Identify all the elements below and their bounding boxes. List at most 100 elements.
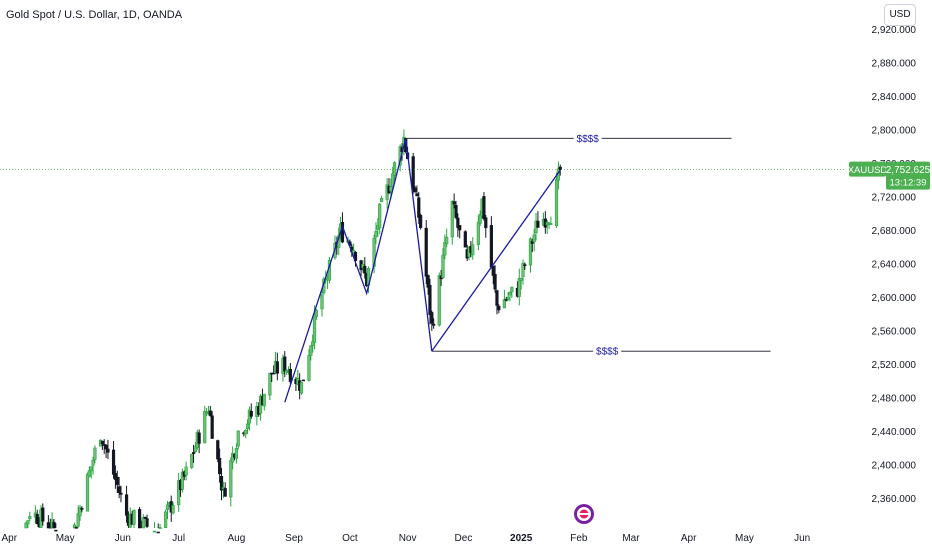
candle-body bbox=[249, 410, 253, 417]
candle-body bbox=[285, 369, 289, 372]
chart-title: Gold Spot / U.S. Dollar, 1D, OANDA bbox=[6, 9, 183, 21]
candle-body bbox=[495, 290, 499, 306]
candle-body bbox=[218, 457, 222, 475]
candle-body bbox=[184, 466, 188, 476]
candle-body bbox=[450, 200, 454, 238]
candle-body bbox=[549, 223, 553, 225]
candle-body bbox=[413, 187, 417, 192]
candle-body bbox=[35, 514, 39, 524]
candle-body bbox=[301, 379, 305, 382]
candle-body bbox=[528, 238, 533, 266]
candle-body bbox=[443, 242, 447, 256]
candle-body bbox=[137, 509, 142, 529]
candle-body bbox=[491, 265, 495, 276]
candle-body bbox=[268, 372, 272, 396]
candle-body bbox=[530, 240, 534, 244]
candle-body bbox=[26, 520, 30, 525]
candle-body bbox=[85, 473, 90, 512]
candle-body bbox=[445, 236, 449, 245]
liquidity-high-label: $$$$ bbox=[577, 134, 600, 145]
candle-body bbox=[117, 486, 121, 493]
candle-body bbox=[119, 492, 123, 495]
y-tick-label: 2,480.000 bbox=[872, 394, 917, 405]
x-tick-label: Apr bbox=[681, 533, 697, 544]
candle-body bbox=[28, 516, 32, 520]
candle-body bbox=[478, 214, 482, 224]
y-tick-label: 2,880.000 bbox=[872, 58, 917, 69]
x-tick-label: Feb bbox=[570, 533, 588, 544]
candle-body bbox=[54, 529, 58, 532]
candle-body bbox=[482, 196, 486, 220]
candle-body bbox=[52, 521, 56, 529]
candle-body bbox=[145, 518, 149, 527]
currency-button[interactable]: USD bbox=[884, 4, 916, 26]
candle-body bbox=[229, 460, 233, 498]
candle-body bbox=[106, 448, 110, 453]
candle-body bbox=[193, 446, 198, 453]
time-axis[interactable]: Apr May Jun Jul Aug Sep Oct Nov Dec 2025 Feb Mar Apr… bbox=[2, 533, 811, 544]
x-tick-label: Jun bbox=[794, 533, 810, 544]
candle-body bbox=[519, 278, 523, 281]
y-tick-label: 2,920.000 bbox=[872, 25, 917, 36]
candle-body bbox=[532, 234, 536, 243]
candle-body bbox=[203, 411, 207, 444]
candle-body bbox=[411, 156, 415, 191]
candle-body bbox=[210, 415, 214, 439]
candle-body bbox=[378, 203, 382, 229]
price-tag-value: 2,752.625 bbox=[886, 165, 931, 176]
candle-body bbox=[452, 201, 456, 205]
candle-body bbox=[312, 313, 317, 343]
candle-body bbox=[143, 517, 147, 519]
candle-body bbox=[87, 470, 91, 477]
y-tick-label: 2,680.000 bbox=[872, 226, 917, 237]
candle-body bbox=[132, 509, 136, 525]
candles-group bbox=[24, 129, 562, 534]
x-tick-label: Dec bbox=[455, 533, 473, 544]
candle-body bbox=[158, 527, 162, 529]
candle-body bbox=[41, 507, 45, 522]
candle-body bbox=[156, 531, 160, 534]
candle-body bbox=[309, 345, 313, 356]
x-tick-label: Nov bbox=[399, 533, 417, 544]
candle-body bbox=[432, 323, 436, 326]
candle-body bbox=[197, 432, 201, 444]
candle-body bbox=[497, 305, 501, 311]
candle-body bbox=[91, 459, 95, 466]
candle-body bbox=[231, 452, 235, 463]
candle-body bbox=[372, 237, 376, 267]
y-tick-label: 2,520.000 bbox=[872, 360, 917, 371]
candle-body bbox=[363, 265, 367, 274]
candle-body bbox=[307, 355, 311, 381]
candle-body bbox=[504, 299, 508, 301]
y-tick-label: 2,360.000 bbox=[872, 494, 917, 505]
candle-body bbox=[415, 193, 419, 197]
candle-body bbox=[502, 299, 506, 309]
candle-body bbox=[216, 440, 220, 460]
candle-body bbox=[208, 410, 212, 417]
symbol-tag-label: XAUUSD bbox=[848, 165, 888, 176]
price-axis[interactable]: 2,360.000 2,400.000 2,440.000 2,480.000 2,52… bbox=[872, 25, 917, 505]
candle-body bbox=[100, 440, 104, 445]
candle-body bbox=[458, 225, 462, 231]
rising-trendline bbox=[431, 169, 561, 352]
x-tick-label: Jun bbox=[115, 533, 131, 544]
candle-body bbox=[204, 412, 209, 415]
x-tick-label: Aug bbox=[227, 533, 245, 544]
candle-body bbox=[314, 309, 319, 317]
x-tick-label: Sep bbox=[285, 533, 303, 544]
candle-body bbox=[554, 179, 559, 227]
candle-body bbox=[320, 294, 324, 310]
candle-body bbox=[72, 524, 77, 529]
candle-body bbox=[428, 284, 432, 315]
candle-body bbox=[558, 166, 562, 170]
candle-body bbox=[177, 480, 181, 506]
x-tick-label: Oct bbox=[342, 533, 358, 544]
candle-body bbox=[115, 476, 119, 485]
candle-body bbox=[392, 162, 397, 176]
candle-body bbox=[171, 505, 175, 514]
drawings-group: $$$$ $$$$ bbox=[284, 134, 771, 403]
liquidity-low-label: $$$$ bbox=[596, 347, 619, 358]
candle-body bbox=[244, 429, 248, 435]
